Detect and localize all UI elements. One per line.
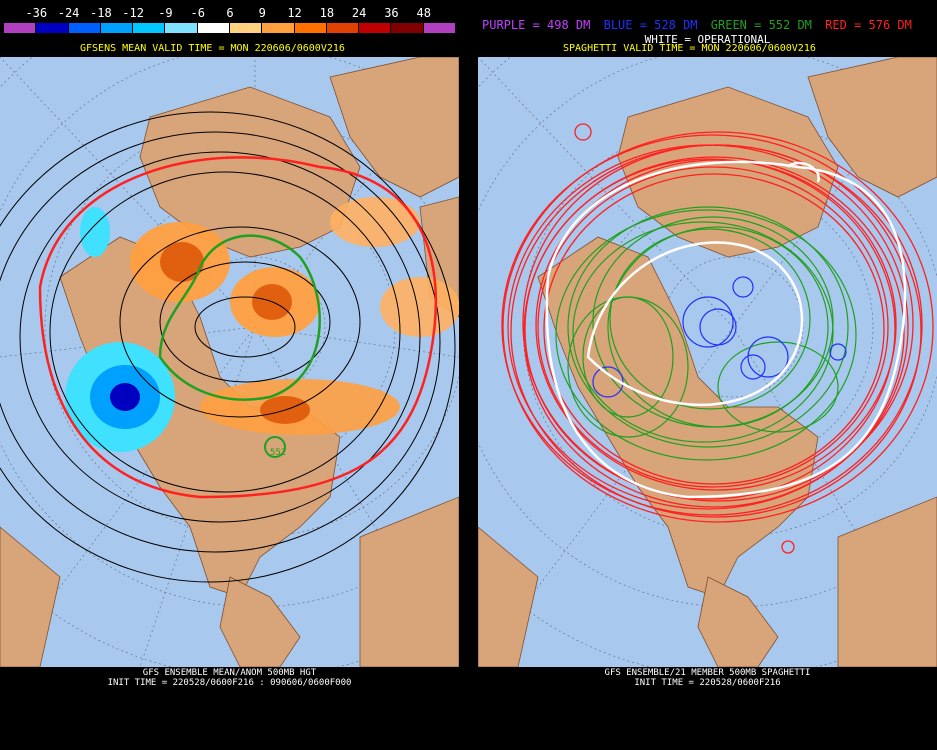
colorbar-tick-label: 24 — [351, 6, 367, 20]
colorbar-tick-label: 6 — [226, 6, 234, 20]
colorbar-swatch — [229, 23, 263, 33]
colorbar-tick-label: -18 — [90, 6, 112, 20]
colorbar-tick-label: -12 — [122, 6, 144, 20]
legend-purple: PURPLE = 498 DM — [482, 18, 591, 32]
colorbar-labels: -36 -24 -18 -12 -9 -6 6 9 12 18 24 36 48 — [4, 6, 456, 20]
contour-label-552: 552 — [270, 448, 286, 458]
colorbar-tick-label: 18 — [319, 6, 335, 20]
anomaly-colorbar: -36 -24 -18 -12 -9 -6 6 9 12 18 24 36 48 — [4, 6, 456, 34]
mean-footer-title: GFS ENSEMBLE MEAN/ANOM 500MB HGT — [142, 668, 317, 678]
colorbar-swatch — [165, 23, 198, 33]
operational-contours — [545, 160, 907, 499]
legend-operational: WHITE = OPERATIONAL — [644, 33, 771, 46]
spaghetti-legend: PURPLE = 498 DM BLUE = 528 DM GREEN = 55… — [482, 18, 918, 32]
panel-divider — [460, 0, 478, 750]
mean-footer-init: INIT TIME = 220528/0600F216 : 090606/060… — [107, 678, 352, 688]
colorbar-swatch — [68, 23, 101, 33]
red-576-spaghetti — [501, 123, 934, 554]
colorbar-tick-label: -24 — [57, 6, 80, 20]
colorbar-swatch — [423, 23, 456, 33]
spaghetti-valid-time: SPAGHETTI VALID TIME = MON 220606/0600V2… — [563, 43, 816, 54]
ensemble-mean-panel: -36 -24 -18 -12 -9 -6 6 9 12 18 24 36 48 GFSENS MEAN… — [0, 0, 460, 750]
spaghetti-footer-title: GFS ENSEMBLE/21 MEMBER 500MB SPAGHETTI — [604, 668, 811, 678]
colorbar-swatches — [4, 23, 456, 33]
colorbar-swatch — [326, 23, 360, 33]
legend-green: GREEN = 552 DM — [710, 18, 812, 32]
colorbar-swatch — [294, 23, 327, 33]
legend-blue: BLUE = 528 DM — [603, 18, 698, 32]
colorbar-tick-label: -9 — [158, 6, 173, 20]
colorbar-swatch — [359, 23, 392, 33]
mean-anomaly-map: 552 — [0, 57, 459, 667]
anomaly-shading — [65, 197, 459, 452]
colorbar-tick-label: 12 — [287, 6, 302, 20]
colorbar-swatch — [100, 23, 134, 33]
green-552-small-contour — [264, 436, 286, 458]
green-552-contour — [158, 234, 321, 401]
colorbar-swatch — [36, 23, 69, 33]
legend-red: RED = 576 DM — [825, 18, 912, 32]
mean-map-svg: 552 — [0, 57, 459, 667]
colorbar-tick-label: -6 — [190, 6, 205, 20]
colorbar-tick-label: 36 — [384, 6, 399, 20]
colorbar-tick-label: 9 — [258, 6, 266, 20]
spaghetti-footer-init: INIT TIME = 220528/0600F216 — [634, 678, 781, 688]
colorbar-swatch — [197, 23, 230, 33]
colorbar-swatch — [262, 23, 295, 33]
red-576-contour — [38, 156, 438, 499]
height-contours — [0, 111, 456, 583]
blue-528-spaghetti — [592, 276, 847, 398]
mean-valid-time: GFSENS MEAN VALID TIME = MON 220606/0600… — [80, 43, 345, 54]
colorbar-tick-label: -36 — [25, 6, 48, 20]
colorbar-tick-label: 48 — [416, 6, 431, 20]
spaghetti-panel: PURPLE = 498 DM BLUE = 528 DM GREEN = 55… — [478, 0, 937, 750]
colorbar-swatch — [133, 23, 166, 33]
spaghetti-map-svg — [478, 57, 937, 667]
colorbar-swatch — [391, 23, 424, 33]
land — [0, 57, 459, 667]
spaghetti-map — [478, 57, 937, 667]
green-552-spaghetti — [555, 206, 857, 461]
colorbar-swatch — [4, 23, 37, 33]
